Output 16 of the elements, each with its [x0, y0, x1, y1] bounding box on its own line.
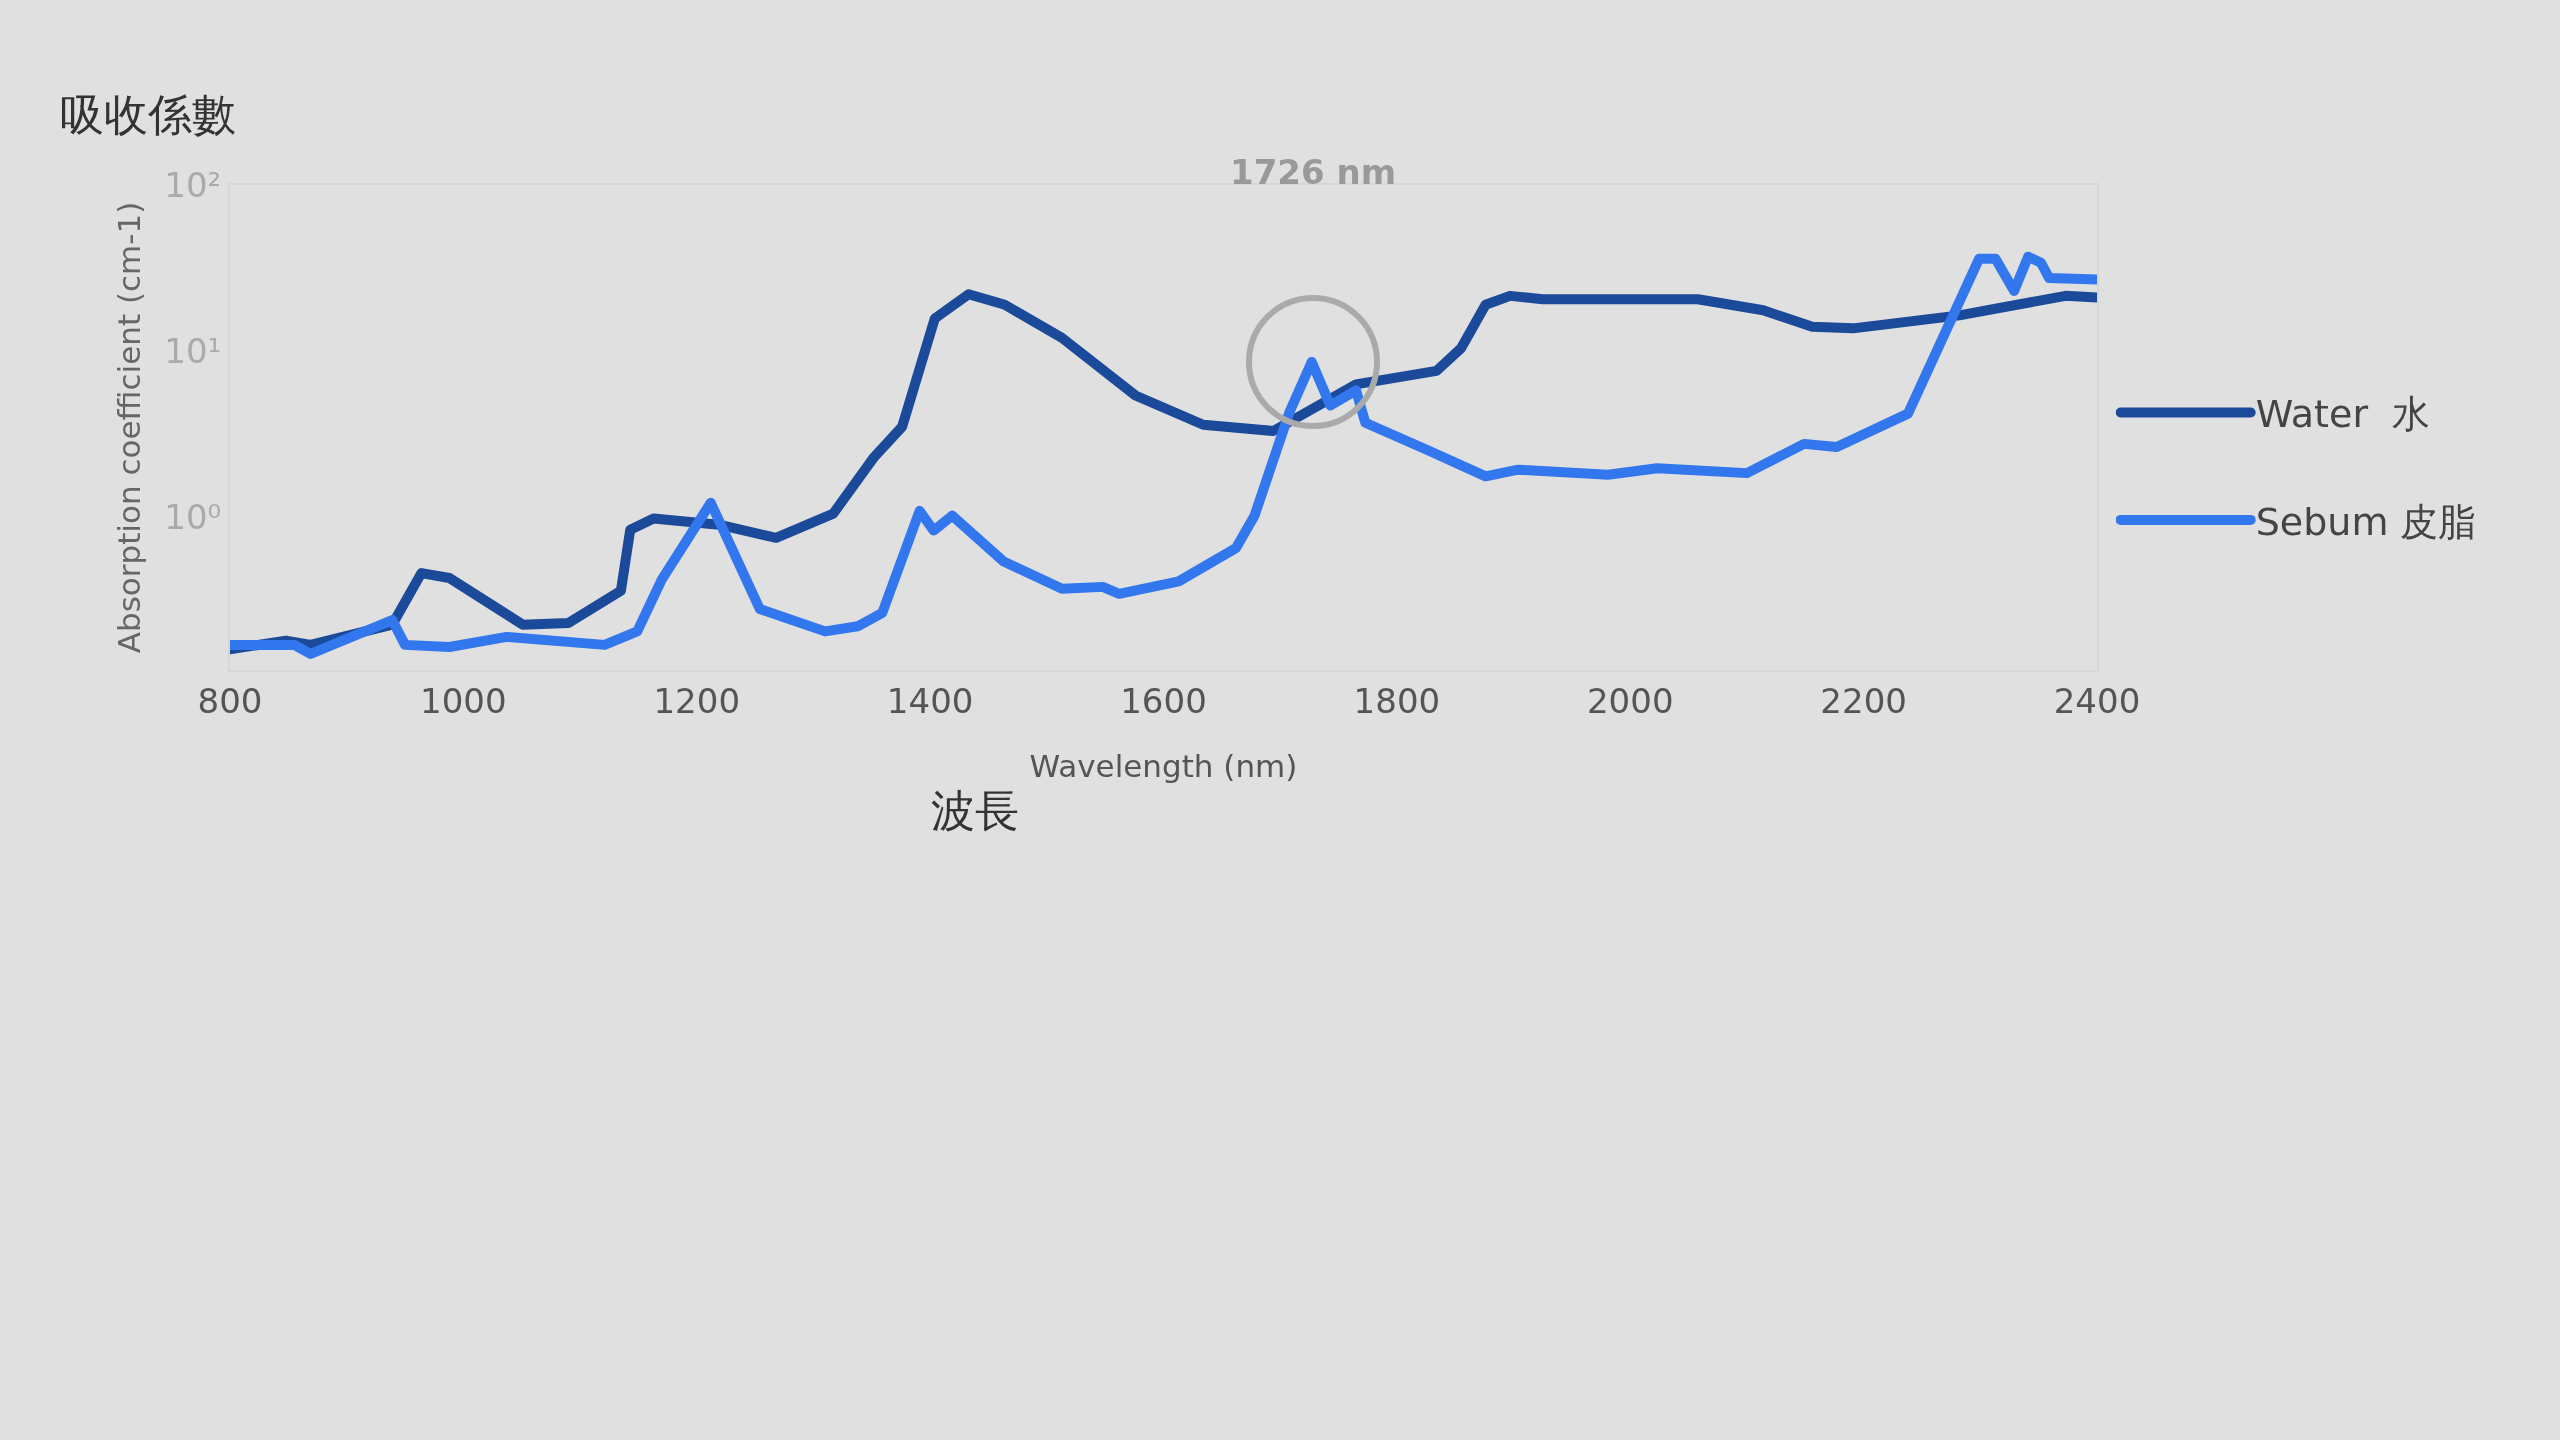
x-tick-label: 1600 [1120, 680, 1207, 721]
x-tick-label: 1800 [1353, 680, 1441, 721]
x-tick-label: 2000 [1586, 680, 1674, 721]
legend-label: Water 水 [2255, 392, 2431, 437]
x-tick-label: 2200 [1820, 680, 1907, 721]
x-tick-label: 800 [197, 680, 263, 721]
x-tick-label: 1400 [886, 680, 974, 721]
text: 波長 [931, 785, 1019, 836]
x-tick-label: 2400 [2053, 680, 2141, 721]
x-axis-title: Wavelength (nm) [1029, 748, 1298, 785]
chart-title: 吸收係數 [60, 89, 236, 141]
y-axis-title: Absorption coefficient (cm-1) [111, 201, 148, 654]
x-tick-label: 1000 [420, 680, 507, 721]
legend-label: Sebum 皮脂 [2255, 499, 2477, 544]
annotation: 1726 nm [1230, 152, 1397, 192]
x-tick-label: 1200 [653, 680, 741, 721]
